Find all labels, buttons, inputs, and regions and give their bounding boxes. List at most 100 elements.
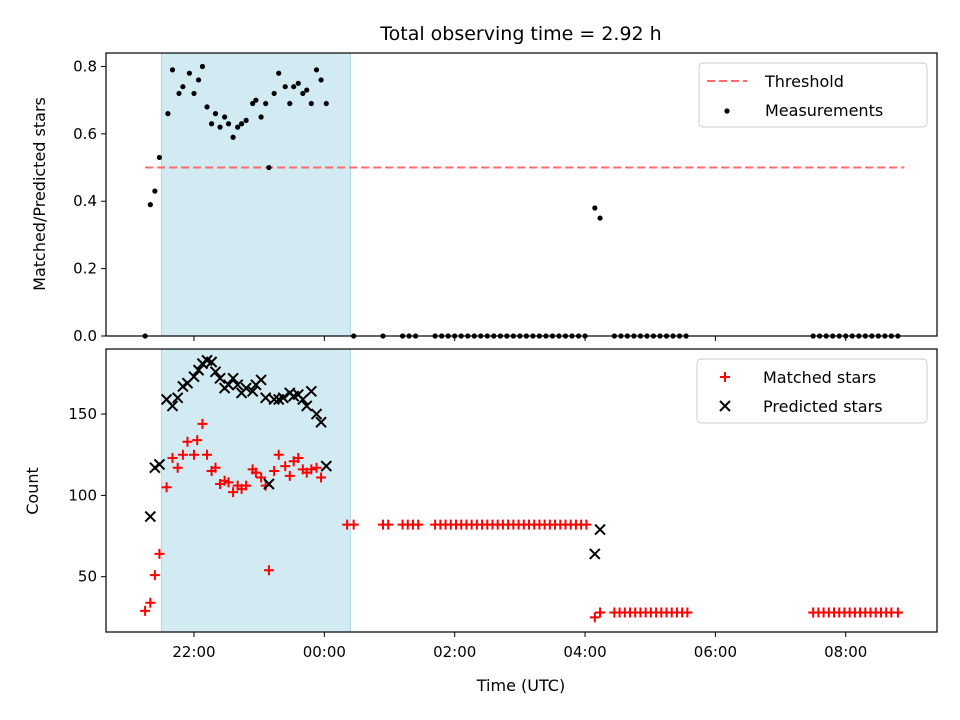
- legend-label: Predicted stars: [763, 397, 883, 416]
- panel-ratio: 0.0 0.2 0.4 0.6 0.8 Threshold Measurements: [73, 52, 938, 345]
- legend-matched-swatch: [720, 372, 730, 382]
- matched-point: [595, 607, 606, 618]
- matched-point: [581, 519, 592, 530]
- predicted-point: [594, 523, 606, 536]
- matched-point: [293, 452, 304, 463]
- predicted-point: [255, 374, 267, 386]
- measurement-point: [195, 77, 202, 83]
- y-tick-label: 100: [68, 486, 97, 504]
- matched-point: [589, 612, 600, 623]
- predicted-point: [315, 416, 327, 428]
- matched-point: [250, 467, 261, 478]
- matched-point: [210, 462, 221, 473]
- predicted-point: [231, 379, 244, 391]
- predicted-point: [222, 379, 235, 391]
- predicted-point: [305, 385, 318, 397]
- y-axis-label-ratio: Matched/Predicted stars: [30, 97, 49, 291]
- measurement-point: [235, 124, 241, 130]
- measurement-point: [318, 77, 324, 83]
- measurement-point: [282, 84, 288, 90]
- measurement-point: [230, 134, 236, 140]
- chart-title: Total observing time = 2.92 h: [379, 23, 661, 45]
- measurement-point: [291, 84, 297, 90]
- measurement-point: [276, 70, 282, 76]
- measurement-point: [217, 124, 223, 130]
- x-tick-label: 08:00: [824, 643, 867, 661]
- measurement-point: [238, 121, 245, 127]
- measurement-point: [212, 111, 219, 117]
- x-axis-label: Time (UTC): [476, 676, 565, 695]
- legend-predicted-swatch: [719, 400, 731, 412]
- measurement-point: [169, 67, 176, 73]
- plot-frame: [105, 348, 938, 633]
- matched-point: [140, 605, 151, 616]
- measurement-point: [176, 90, 182, 97]
- matched-point: [241, 480, 252, 491]
- panel-count: 50 100 150 22:00 00:00 02:00 04:00 06:00 08:00 Ma…: [68, 348, 938, 661]
- matched-point: [413, 519, 424, 530]
- x-tick-label: 04:00: [563, 643, 606, 661]
- y-tick-label: 0.4: [73, 192, 97, 210]
- x-tick-label: 22:00: [172, 643, 215, 661]
- predicted-point: [153, 458, 166, 471]
- matched-point: [383, 519, 394, 530]
- matched-point: [311, 462, 322, 473]
- matched-point: [177, 449, 188, 460]
- measurement-point: [253, 97, 259, 103]
- measurement-point: [208, 121, 215, 127]
- measurement-point: [147, 202, 153, 208]
- predicted-point: [227, 372, 239, 384]
- measurement-point: [186, 70, 193, 76]
- predicted-point: [188, 370, 200, 383]
- measurement-point: [295, 80, 301, 86]
- predicted-point: [144, 510, 157, 523]
- legend-label: Measurements: [765, 101, 883, 120]
- legend-measurement-swatch: [724, 108, 730, 114]
- legend-box: [696, 358, 928, 424]
- measurement-point: [243, 117, 249, 123]
- matched-point: [263, 565, 274, 576]
- plot-frame: [105, 52, 938, 337]
- measurement-point: [300, 90, 306, 97]
- predicted-point: [277, 392, 289, 404]
- legend: Threshold Measurements: [698, 62, 928, 128]
- matched-point: [145, 597, 156, 608]
- measurement-point: [313, 67, 320, 73]
- y-tick-label: 0.8: [73, 57, 97, 75]
- matched-point: [256, 472, 267, 483]
- predicted-point: [301, 400, 313, 412]
- matched-point: [197, 418, 208, 429]
- y-tick-label: 0.0: [73, 327, 97, 345]
- measurement-point: [271, 90, 277, 97]
- matched-point: [280, 461, 291, 472]
- predicted-point: [259, 392, 272, 404]
- matched-point: [182, 436, 193, 447]
- legend-box: [698, 62, 928, 128]
- predicted-point: [246, 385, 259, 397]
- y-tick-label: 150: [68, 405, 97, 423]
- measurement-point: [263, 100, 269, 107]
- y-tick-label: 0.6: [73, 125, 97, 143]
- matched-point: [149, 570, 160, 581]
- predicted-point: [240, 382, 252, 394]
- matched-point: [154, 548, 165, 559]
- y-axis-label-count: Count: [23, 467, 42, 515]
- measurement-point: [592, 205, 598, 211]
- measurement-point: [225, 121, 232, 127]
- legend-label: Matched stars: [763, 368, 876, 387]
- predicted-point: [263, 478, 275, 490]
- measurement-point: [199, 63, 206, 70]
- measurement-point: [156, 154, 163, 161]
- predicted-point: [310, 408, 323, 420]
- legend-label: Threshold: [764, 72, 844, 91]
- matched-point: [260, 480, 271, 491]
- matched-point: [188, 449, 199, 460]
- matched-point: [306, 464, 317, 475]
- measurement-point: [266, 164, 272, 171]
- predicted-point: [171, 392, 184, 404]
- measurement-point: [250, 100, 256, 107]
- predicted-point: [166, 400, 179, 412]
- measurement-point: [152, 188, 158, 194]
- x-tick-label: 00:00: [303, 643, 346, 661]
